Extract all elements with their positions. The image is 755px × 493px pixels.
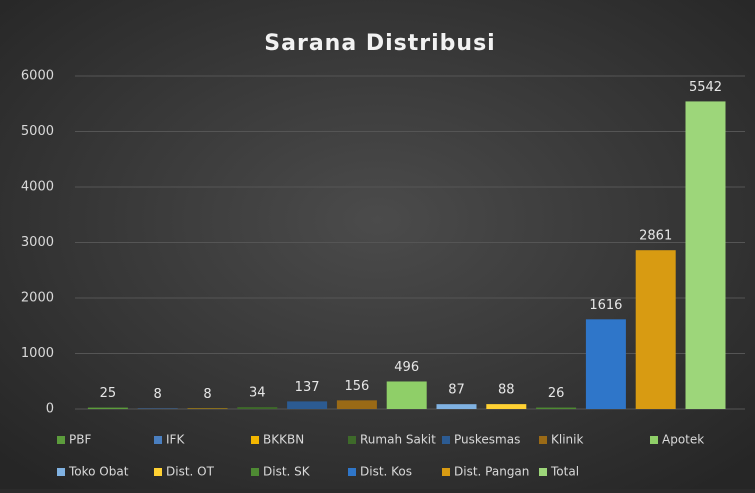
legend-swatch [251,436,259,444]
legend-label: Dist. Pangan [454,465,529,479]
legend-swatch [154,468,162,476]
legend-label: Klinik [551,433,583,447]
legend-swatch [442,468,450,476]
value-label: 88 [498,383,515,398]
bar [636,250,676,409]
value-label: 5542 [689,80,722,95]
legend-swatch [154,436,162,444]
value-label: 34 [249,386,266,401]
value-label: 26 [548,386,565,401]
value-label: 496 [394,360,419,375]
bar [536,408,576,409]
legend-label: Rumah Sakit [360,433,436,447]
legend-label: Dist. SK [263,465,311,479]
legend-swatch [539,468,547,476]
value-label: 2861 [639,229,672,244]
value-label: 156 [344,379,369,394]
value-label: 25 [100,386,117,401]
legend-label: PBF [69,433,91,447]
bar [88,408,128,409]
bar [437,404,477,409]
value-label: 137 [295,380,320,395]
y-tick-label: 3000 [21,235,54,250]
legend-swatch [442,436,450,444]
legend-label: IFK [166,433,185,447]
legend-label: Puskesmas [454,433,520,447]
bar [686,101,726,409]
bar [387,381,427,409]
y-tick-label: 1000 [21,346,54,361]
bar [237,407,277,409]
legend-swatch [57,468,65,476]
legend-swatch [57,436,65,444]
legend-label: Toko Obat [68,465,129,479]
bar [287,401,327,409]
chart-title: Sarana Distribusi [264,31,495,56]
value-label: 87 [448,383,465,398]
value-label: 8 [154,387,162,402]
value-label: 8 [203,387,211,402]
bar [586,319,626,409]
legend-swatch [539,436,547,444]
legend-label: Apotek [662,433,704,447]
bar [337,400,377,409]
legend-label: Dist. OT [166,465,215,479]
legend-label: Dist. Kos [360,465,412,479]
legend-swatch [348,436,356,444]
legend-swatch [348,468,356,476]
value-label: 1616 [589,298,622,313]
y-tick-label: 4000 [21,180,54,195]
legend-label: BKKBN [263,433,304,447]
legend-swatch [650,436,658,444]
legend-label: Total [550,465,579,479]
y-tick-label: 5000 [21,124,54,139]
y-tick-label: 2000 [21,291,54,306]
y-tick-label: 0 [46,402,54,417]
bar [486,404,526,409]
legend-swatch [251,468,259,476]
y-tick-label: 6000 [21,69,54,84]
